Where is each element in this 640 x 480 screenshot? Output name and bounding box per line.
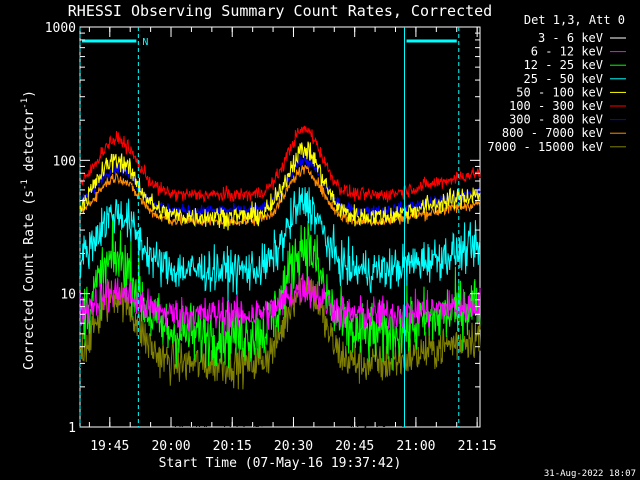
tick-layer: 1 10 100 1000 19:45 20:00 20:15 20:30 20:45 21:00… [45,21,497,454]
legend-label: 300 - 800 keV [509,113,603,127]
legend-label: 25 - 50 keV [524,72,603,86]
y-tick-label: 1000 [45,21,76,36]
y-tick-label: 100 [53,154,76,169]
x-tick-label: 20:30 [274,439,313,454]
x-tick-label: 19:45 [90,439,129,454]
saa-marker-label: N [142,37,148,48]
series-line-7000-15000-kev [79,275,481,390]
legend-label: 50 - 100 keV [516,85,603,99]
chart-title: RHESSI Observing Summary Count Rates, Co… [68,2,492,20]
series-line-25-50-kev [79,187,481,302]
y-tick-label: 10 [60,288,76,303]
legend-label: 12 - 25 keV [524,58,603,72]
series-line-3-6-kev [79,251,481,428]
series-line-6-12-kev [79,273,481,337]
overlay-layer: N [79,27,460,427]
x-tick-label: 20:45 [335,439,374,454]
series-layer [79,125,481,428]
legend-header: Det 1,3, Att 0 [524,13,625,27]
legend-label: 800 - 7000 keV [502,126,603,140]
legend-label: 3 - 6 keV [538,31,603,45]
x-tick-label: 20:00 [151,439,190,454]
series-line-50-100-kev [79,141,481,231]
series-line-100-300-kev [79,125,481,203]
legend-label: 100 - 300 keV [509,99,603,113]
legend-label: 7000 - 15000 keV [487,140,603,154]
y-axis-label: Corrected Count Rate (s-1 detector-1) [20,90,37,370]
y-tick-label: 1 [68,421,76,436]
legend-label: 6 - 12 keV [531,45,603,59]
footer-timestamp: 31-Aug-2022 18:07 [544,469,636,479]
x-tick-label: 21:00 [396,439,435,454]
x-tick-label: 21:15 [458,439,497,454]
series-line-800-7000-kev [79,164,481,227]
x-tick-label: 20:15 [213,439,252,454]
x-axis-label: Start Time (07-May-16 19:37:42) [159,456,402,471]
series-line-12-25-kev [79,214,481,371]
